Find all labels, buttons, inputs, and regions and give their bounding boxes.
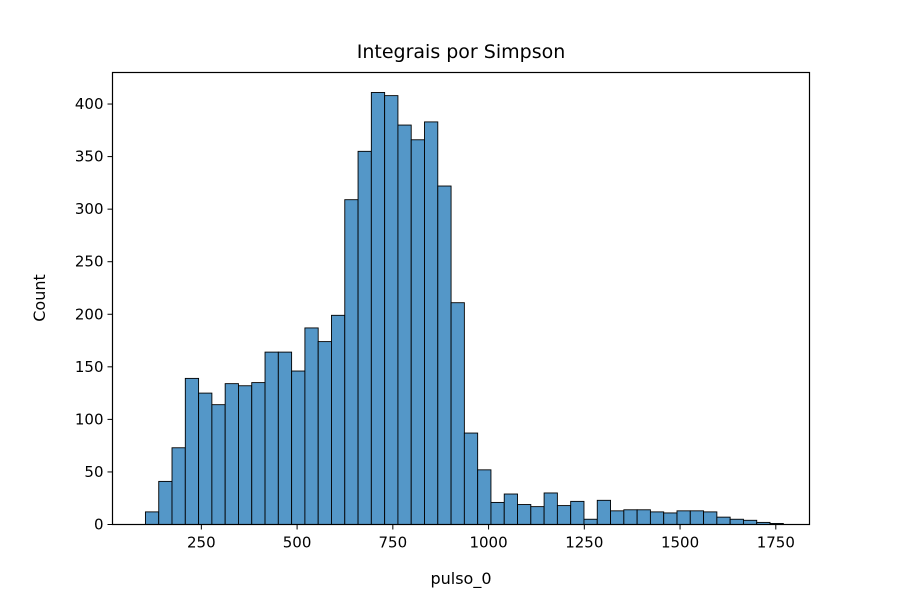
y-tick-label: 400 xyxy=(75,95,104,113)
histogram-bar xyxy=(144,511,160,525)
x-tick-label: 1750 xyxy=(757,534,795,552)
histogram-bar xyxy=(742,519,758,525)
bars-group xyxy=(144,92,784,525)
histogram-bar xyxy=(198,392,213,525)
y-tick-label: 50 xyxy=(84,463,103,481)
y-tick-label: 150 xyxy=(75,358,104,376)
histogram-bar xyxy=(304,327,319,525)
plot-frame xyxy=(111,71,811,526)
y-tick-label: 300 xyxy=(75,200,104,218)
histogram-bar xyxy=(211,404,226,525)
histogram-bar xyxy=(331,314,346,525)
histogram-bar xyxy=(370,92,386,525)
histogram-bar xyxy=(689,510,705,525)
y-tick-label: 350 xyxy=(75,148,104,166)
histogram-bar xyxy=(291,370,306,525)
histogram-bar xyxy=(716,516,731,525)
histogram-bar xyxy=(490,501,505,525)
x-tick-label: 1250 xyxy=(565,534,603,552)
histogram-bar xyxy=(610,510,625,525)
x-axis-ticks: 250 500 750 1000 1250 1500 1750 xyxy=(187,524,795,552)
histogram-bar xyxy=(357,150,372,525)
x-axis-label: pulso_0 xyxy=(430,569,491,589)
x-tick-label: 500 xyxy=(283,534,312,552)
histogram-bar xyxy=(450,302,465,525)
y-tick-label: 200 xyxy=(75,305,104,323)
histogram-bar xyxy=(397,124,412,525)
histogram-bar xyxy=(503,493,518,525)
histogram-bar xyxy=(277,351,293,525)
histogram-bar xyxy=(517,504,532,525)
histogram-bar xyxy=(477,469,492,525)
histogram-bar xyxy=(596,499,611,525)
histogram-bar xyxy=(663,512,678,525)
y-tick-label: 100 xyxy=(75,410,104,428)
histogram-bar xyxy=(344,199,359,525)
histogram-bar xyxy=(463,432,479,525)
y-axis-ticks: 0 50 100 150 200 250 300 350 400 xyxy=(75,95,113,534)
histogram-bar xyxy=(556,505,572,525)
histogram-bar xyxy=(384,95,399,525)
histogram-bar xyxy=(623,509,638,525)
histogram-bar xyxy=(264,351,279,525)
histogram-bar xyxy=(437,185,452,525)
histogram-bar xyxy=(583,518,598,525)
histogram-bar xyxy=(530,506,545,525)
histogram-bar xyxy=(171,447,186,525)
histogram-bar xyxy=(224,383,239,525)
chart-title: Integrais por Simpson xyxy=(357,41,566,63)
histogram-bar xyxy=(424,121,439,525)
x-tick-label: 750 xyxy=(379,534,408,552)
histogram-bar xyxy=(251,382,266,525)
histogram-bar xyxy=(570,500,585,525)
histogram-bar xyxy=(649,511,665,525)
histogram-bar xyxy=(317,341,332,525)
x-tick-label: 1500 xyxy=(661,534,699,552)
y-axis-label: Count xyxy=(30,274,49,322)
x-tick-label: 1000 xyxy=(469,534,507,552)
histogram-bar xyxy=(543,492,558,525)
histogram-bar xyxy=(158,480,173,525)
histogram-bar xyxy=(729,518,744,525)
histogram-bar xyxy=(184,377,200,525)
histogram-bar xyxy=(636,509,651,525)
x-tick-label: 250 xyxy=(187,534,216,552)
histogram-bar xyxy=(676,510,691,525)
histogram-bar xyxy=(410,139,425,525)
y-tick-label: 250 xyxy=(75,253,104,271)
histogram-bar xyxy=(703,511,718,525)
histogram-bar xyxy=(238,385,253,525)
y-tick-label: 0 xyxy=(94,516,104,534)
